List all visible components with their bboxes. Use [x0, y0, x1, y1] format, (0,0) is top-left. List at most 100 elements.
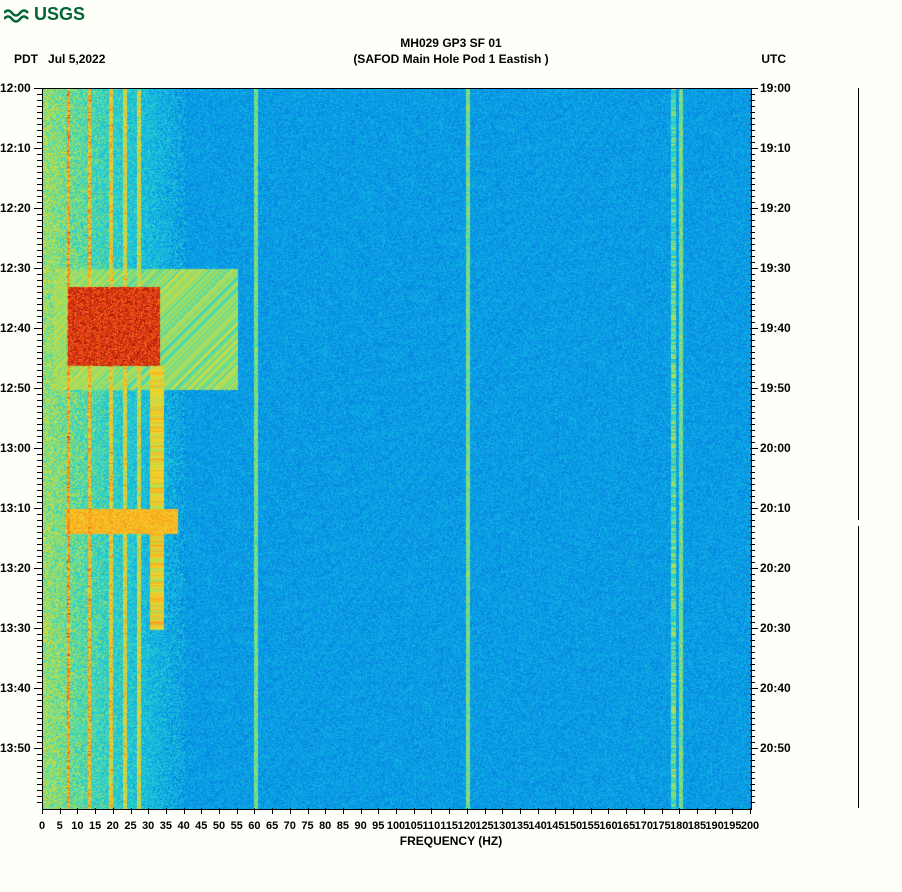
x-tick-label: 40 — [177, 820, 189, 832]
y-right-tick-label: 20:40 — [760, 681, 791, 695]
y-left-tick — [37, 352, 42, 353]
x-tick-label: 105 — [405, 820, 423, 832]
y-right-tick — [750, 616, 755, 617]
y-right-tick — [750, 520, 755, 521]
y-left-tick — [37, 370, 42, 371]
y-right-tick — [750, 604, 755, 605]
y-left-tick — [37, 466, 42, 467]
x-tick — [272, 808, 273, 814]
y-right-tick-label: 20:20 — [760, 561, 791, 575]
y-right-tick — [750, 226, 755, 227]
y-left-tick — [34, 208, 42, 209]
x-tick-label: 155 — [582, 820, 600, 832]
y-left-tick — [37, 406, 42, 407]
y-right-tick — [750, 400, 755, 401]
y-left-tick — [37, 718, 42, 719]
y-right-tick — [750, 130, 755, 131]
x-tick-label: 90 — [354, 820, 366, 832]
y-right-tick — [750, 412, 755, 413]
y-right-tick — [750, 466, 755, 467]
y-right-tick-label: 20:10 — [760, 501, 791, 515]
y-right-tick — [750, 550, 755, 551]
x-tick — [325, 808, 326, 814]
y-left-tick — [37, 334, 42, 335]
y-left-tick — [37, 484, 42, 485]
y-left-tick — [37, 382, 42, 383]
y-left-tick — [37, 802, 42, 803]
y-left-tick — [37, 532, 42, 533]
y-left-tick — [37, 706, 42, 707]
y-right-tick — [750, 670, 755, 671]
y-left-tick — [34, 568, 42, 569]
x-tick — [343, 808, 344, 814]
y-right-tick — [750, 778, 755, 779]
y-left-tick — [37, 562, 42, 563]
y-right-tick-label: 19:30 — [760, 261, 791, 275]
y-right-tick — [750, 292, 755, 293]
y-left-tick — [37, 286, 42, 287]
y-right-tick — [750, 496, 755, 497]
y-right-tick — [750, 286, 755, 287]
y-right-tick — [750, 322, 755, 323]
y-left-tick — [34, 328, 42, 329]
y-right-tick — [750, 394, 755, 395]
x-tick — [95, 808, 96, 814]
y-right-tick — [750, 742, 755, 743]
y-left-tick — [37, 220, 42, 221]
x-tick-label: 5 — [57, 820, 63, 832]
y-left-tick — [37, 112, 42, 113]
x-tick-label: 20 — [107, 820, 119, 832]
y-right-tick — [750, 112, 755, 113]
y-right-tick — [750, 94, 755, 95]
y-left-tick — [37, 250, 42, 251]
y-right-tick — [750, 298, 755, 299]
y-left-tick — [37, 124, 42, 125]
y-left-tick — [37, 616, 42, 617]
y-right-tick — [750, 280, 755, 281]
y-right-tick — [750, 352, 755, 353]
x-tick — [166, 808, 167, 814]
y-left-tick — [37, 238, 42, 239]
y-right-tick — [750, 178, 755, 179]
y-left-tick — [37, 190, 42, 191]
y-left-tick — [37, 490, 42, 491]
y-right-tick — [750, 424, 755, 425]
y-right-tick-label: 19:50 — [760, 381, 791, 395]
y-right-tick — [750, 190, 755, 191]
y-right-tick — [750, 610, 755, 611]
y-left-tick — [37, 472, 42, 473]
y-right-tick — [750, 712, 755, 713]
y-left-tick — [37, 586, 42, 587]
x-tick-label: 70 — [284, 820, 296, 832]
y-right-tick — [750, 310, 755, 311]
y-right-tick — [750, 628, 758, 629]
x-tick-label: 55 — [231, 820, 243, 832]
y-left-tick — [34, 268, 42, 269]
y-left-tick — [37, 496, 42, 497]
x-tick — [732, 808, 733, 814]
x-tick-label: 85 — [337, 820, 349, 832]
y-left-tick — [37, 196, 42, 197]
y-left-tick — [37, 214, 42, 215]
y-left-tick — [37, 760, 42, 761]
y-left-tick — [37, 292, 42, 293]
right-scalebar-2 — [858, 526, 859, 808]
y-left-tick — [37, 646, 42, 647]
y-right-tick — [750, 478, 755, 479]
y-left-tick — [37, 796, 42, 797]
y-left-tick — [37, 772, 42, 773]
y-left-tick — [34, 628, 42, 629]
y-left-tick-label: 13:40 — [0, 681, 31, 695]
y-right-tick — [750, 634, 755, 635]
y-left-tick — [37, 322, 42, 323]
y-right-tick — [750, 718, 755, 719]
title-line-1: MH029 GP3 SF 01 — [0, 36, 902, 50]
y-left-tick — [37, 478, 42, 479]
y-right-tick-label: 20:30 — [760, 621, 791, 635]
y-left-tick — [37, 364, 42, 365]
y-right-tick — [750, 340, 755, 341]
y-left-tick — [34, 748, 42, 749]
y-left-tick — [37, 520, 42, 521]
y-right-tick — [750, 802, 755, 803]
y-left-tick — [37, 184, 42, 185]
